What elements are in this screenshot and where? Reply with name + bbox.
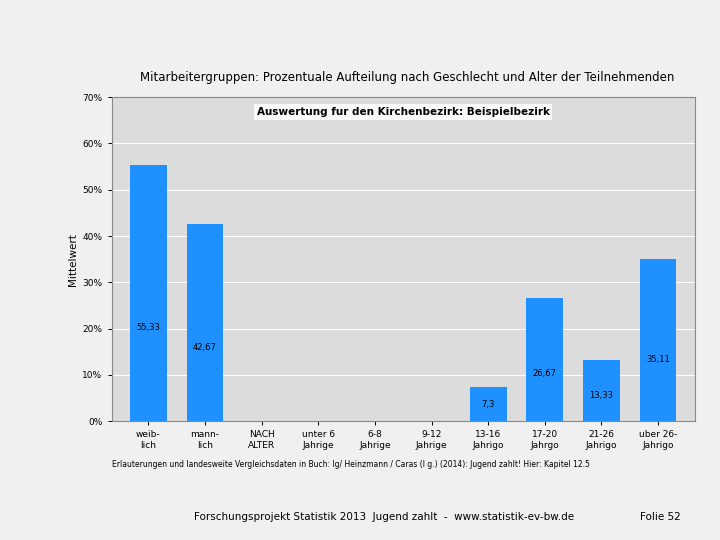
- Text: Folie 52: Folie 52: [639, 512, 680, 522]
- Text: Erlauterungen und landesweite Vergleichsdaten in Buch: lg/ Heinzmann / Caras (l : Erlauterungen und landesweite Vergleichs…: [112, 460, 590, 469]
- Text: Auswertung fur den Kirchenbezirk: Beispielbezirk: Auswertung fur den Kirchenbezirk: Beispi…: [257, 107, 549, 117]
- Bar: [639, 259, 676, 421]
- Bar: [186, 224, 223, 421]
- Text: 55,33: 55,33: [137, 322, 161, 332]
- Text: 26,67: 26,67: [533, 369, 557, 378]
- Y-axis label: Mittelwert: Mittelwert: [68, 233, 78, 286]
- Text: 13,33: 13,33: [590, 390, 613, 400]
- Bar: [526, 298, 563, 421]
- Bar: [583, 360, 620, 421]
- Text: Forschungsprojekt Statistik 2013  Jugend zahlt  -  www.statistik-ev-bw.de: Forschungsprojekt Statistik 2013 Jugend …: [194, 512, 575, 522]
- Text: 7,3: 7,3: [482, 400, 495, 409]
- Text: 42,67: 42,67: [193, 343, 217, 352]
- Text: 35,11: 35,11: [646, 355, 670, 364]
- Text: Mitarbeitergruppen: Prozentuale Aufteilung nach Geschlecht und Alter der Teilneh: Mitarbeitergruppen: Prozentuale Aufteilu…: [140, 71, 674, 84]
- Bar: [130, 165, 167, 421]
- Bar: [469, 387, 507, 421]
